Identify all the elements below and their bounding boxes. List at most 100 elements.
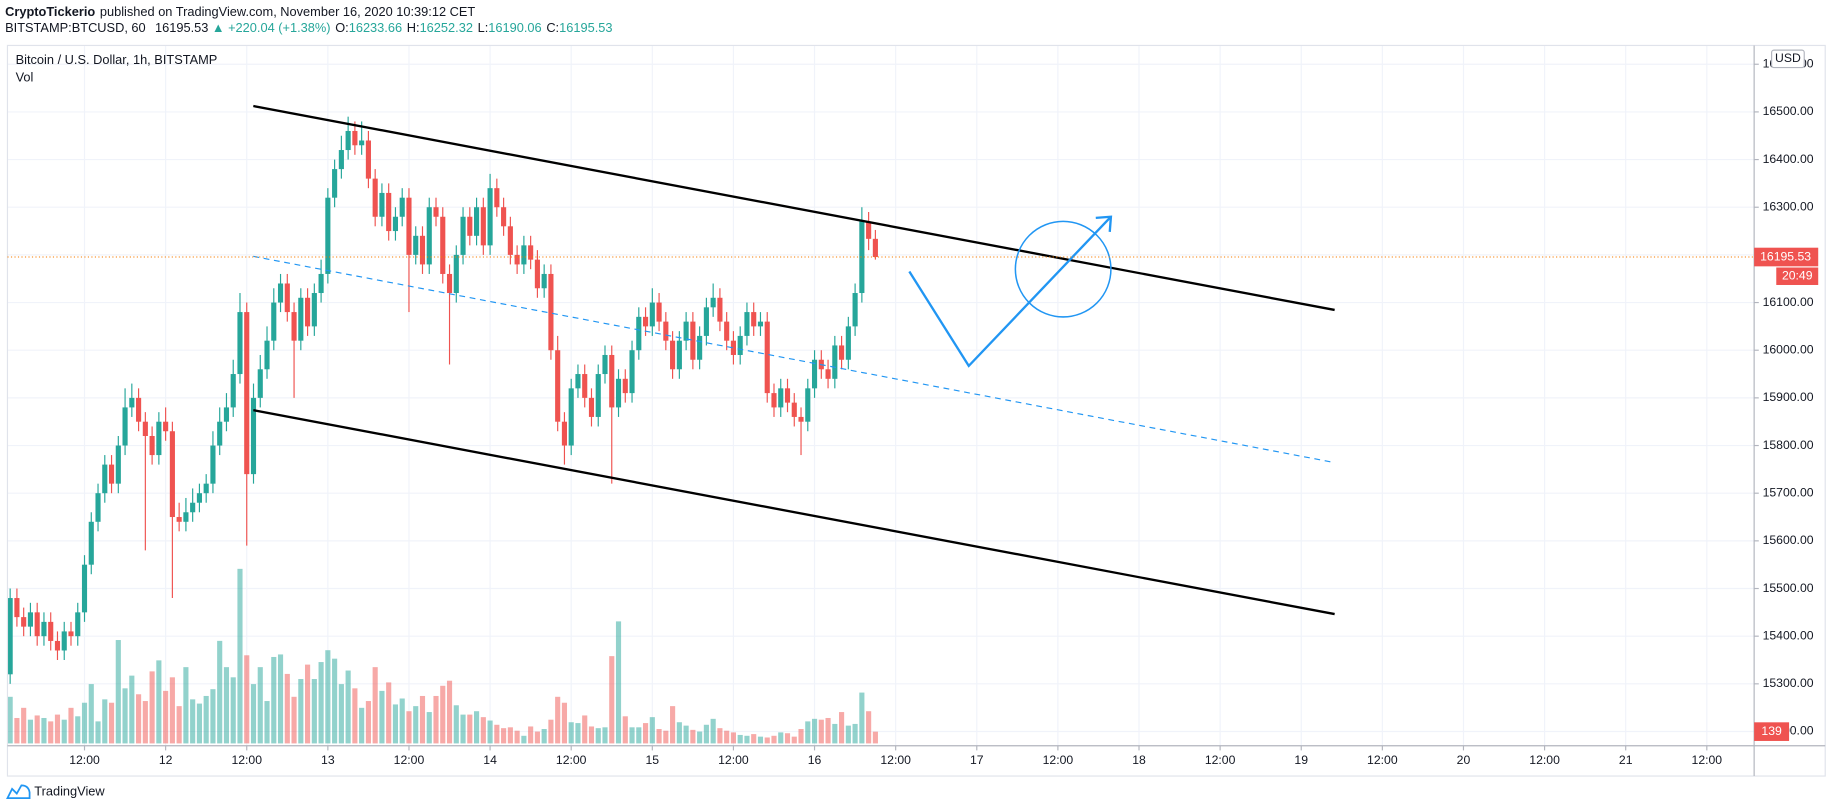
x-tick-label: 12:00 — [69, 753, 100, 767]
candle-body — [446, 273, 453, 294]
candle-body — [419, 235, 426, 265]
candle-body — [81, 564, 88, 613]
volume-bar — [575, 723, 581, 744]
candle-body — [474, 207, 480, 236]
volume-bar — [196, 703, 202, 744]
candle-body — [34, 612, 40, 637]
volume-bar — [102, 699, 108, 744]
candle-body — [149, 436, 155, 456]
candle-body — [656, 302, 662, 322]
candle-body — [751, 312, 757, 327]
candle-body — [697, 335, 703, 360]
candle-body — [615, 378, 622, 408]
volume-bar — [690, 729, 696, 744]
volume-bar — [595, 728, 601, 744]
x-tick-label: 12:00 — [718, 753, 749, 767]
candle-body — [68, 631, 74, 637]
candle-body — [784, 388, 791, 403]
candle-body — [122, 407, 128, 446]
candle-body — [250, 397, 257, 475]
x-tick-label: 12 — [159, 753, 173, 767]
volume-bar — [345, 670, 351, 744]
volume-bar — [68, 707, 74, 744]
candle-body — [825, 369, 831, 379]
brand-logo — [6, 784, 31, 800]
volume-bar — [352, 688, 358, 744]
volume-bar — [359, 707, 365, 744]
author: CryptoTickerio — [5, 4, 95, 19]
x-tick-label: 12:00 — [556, 753, 587, 767]
x-tick-label: 12:00 — [1692, 753, 1723, 767]
volume-bar — [237, 568, 243, 744]
volume-bar — [744, 735, 750, 744]
volume-bar — [75, 716, 81, 744]
volume-bar — [34, 715, 40, 744]
y-tick-label: 15800.00 — [1763, 438, 1814, 452]
y-tick-label: 16000.00 — [1763, 342, 1814, 356]
candle-body — [48, 621, 54, 641]
volume-bar — [609, 656, 615, 744]
countdown-label: 20:49 — [1782, 268, 1813, 282]
volume-bar — [825, 717, 831, 744]
volume-bar — [169, 677, 175, 744]
candle-body — [257, 369, 263, 398]
candle-body — [115, 445, 121, 484]
volume-bar — [751, 734, 757, 744]
candle-body — [811, 359, 818, 389]
candle-body — [169, 431, 175, 518]
volume-legend: Vol — [16, 69, 34, 84]
path-arrow — [908, 217, 1111, 368]
volume-bar — [656, 729, 662, 744]
x-tick-label: 17 — [970, 753, 984, 767]
volume-bar — [115, 640, 121, 744]
candle-body — [196, 493, 202, 503]
candle-body — [21, 617, 27, 627]
candle-body — [95, 493, 101, 522]
candle-body — [372, 178, 378, 217]
y-tick-label: 16400.00 — [1763, 152, 1814, 166]
candle-body — [75, 612, 81, 637]
volume-bar — [61, 719, 67, 744]
candle-body — [136, 397, 142, 422]
x-tick-label: 15 — [646, 753, 660, 767]
volume-bar — [845, 725, 851, 744]
candle-body — [163, 421, 169, 432]
volume-badge-label: 139 — [1761, 724, 1782, 738]
y-tick-label: 15600.00 — [1763, 533, 1814, 547]
axes — [6, 44, 1826, 777]
candle-body — [325, 197, 331, 274]
candle-body — [386, 192, 392, 232]
candle-body — [501, 207, 507, 227]
volume-bar — [386, 682, 392, 744]
volume-bar — [717, 728, 723, 744]
candle-body — [311, 293, 317, 327]
volume-bar — [108, 702, 115, 744]
candle-layer — [7, 116, 878, 684]
change: ▲ +220.04 (+1.38%) — [212, 21, 331, 36]
volume-bar — [413, 706, 419, 744]
candle-body — [629, 350, 635, 394]
candle-body — [406, 197, 412, 255]
volume-bar — [582, 715, 588, 744]
symbol: BITSTAMP:BTCUSD, 60 — [5, 21, 146, 36]
candle-body — [271, 302, 277, 341]
volume-bar — [866, 711, 872, 744]
volume-bar — [440, 685, 446, 744]
candle-body — [352, 130, 358, 146]
candle-body — [359, 140, 365, 146]
candle-body — [108, 464, 115, 484]
volume-bar — [291, 696, 297, 744]
volume-bar — [818, 719, 824, 744]
y-tick-label: 15300.00 — [1763, 676, 1814, 690]
candle-body — [460, 216, 466, 255]
o-label: O: — [335, 21, 349, 36]
volume-bar — [27, 719, 33, 744]
volume-bar — [305, 664, 311, 744]
volume-bar — [399, 698, 405, 744]
volume-bar — [41, 717, 47, 744]
volume-bar — [757, 736, 764, 744]
volume-bar — [588, 726, 595, 744]
volume-bar — [149, 671, 155, 744]
volume-bar — [778, 732, 784, 744]
